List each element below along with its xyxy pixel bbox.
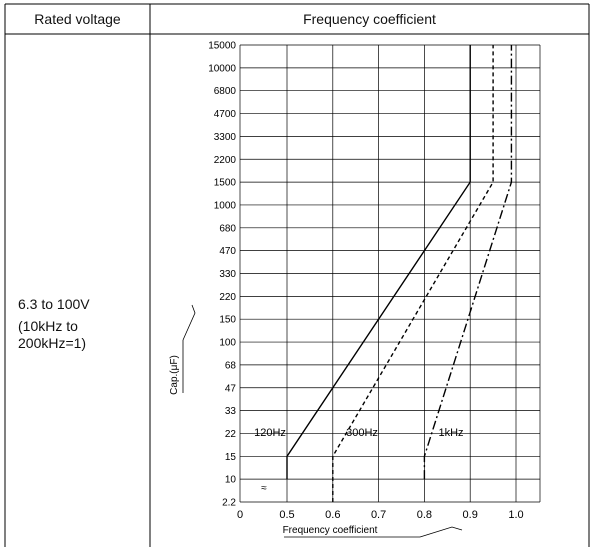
y-tick-label-10: 10: [225, 475, 237, 486]
rated-voltage-header: Rated voltage: [34, 11, 121, 27]
rated-voltage-note-line2: 200kHz=1): [18, 335, 87, 351]
y-tick-label-220: 220: [219, 292, 236, 303]
x-tick-label-0-8: 0.8: [417, 509, 432, 521]
y-tick-label-2200: 2200: [214, 155, 237, 166]
y-tick-label-47: 47: [225, 383, 237, 394]
series-label-1khz: 1kHz: [438, 427, 463, 439]
rated-voltage-note-line1: (10kHz to: [18, 318, 78, 334]
y-tick-label-15000: 15000: [208, 41, 236, 52]
x-axis-label: Frequency coefficient: [283, 525, 378, 536]
rated-voltage-value: 6.3 to 100V: [18, 296, 90, 312]
series-label-300hz: 300Hz: [346, 427, 378, 439]
y-tick-label-15: 15: [225, 452, 237, 463]
y-tick-label-2-2: 2.2: [222, 498, 236, 509]
x-tick-label-1-0: 1.0: [508, 509, 523, 521]
x-axis-label-marker: [419, 526, 463, 538]
x-tick-label-0: 0: [237, 509, 243, 521]
x-tick-label-0-7: 0.7: [371, 509, 386, 521]
y-tick-label-150: 150: [219, 315, 236, 326]
y-tick-label-470: 470: [219, 246, 236, 257]
x-tick-label-0-9: 0.9: [463, 509, 478, 521]
y-tick-label-1000: 1000: [214, 200, 237, 211]
frequency-coefficient-header: Frequency coefficient: [303, 11, 436, 27]
y-axis-label-marker: [182, 304, 196, 341]
y-tick-label-68: 68: [225, 360, 237, 371]
y-tick-label-1500: 1500: [214, 178, 237, 189]
y-tick-label-680: 680: [219, 223, 236, 234]
y-tick-label-330: 330: [219, 269, 236, 280]
y-tick-label-33: 33: [225, 406, 237, 417]
x-tick-label-0-5: 0.5: [279, 509, 294, 521]
y-axis-label: Cap.(μF): [169, 355, 180, 395]
y-tick-label-3300: 3300: [214, 132, 237, 143]
x-tick-label-0-6: 0.6: [325, 509, 340, 521]
series-label-120hz: 120Hz: [254, 427, 286, 439]
y-tick-label-6800: 6800: [214, 86, 237, 97]
y-tick-label-4700: 4700: [214, 109, 237, 120]
y-tick-label-100: 100: [219, 338, 236, 349]
y-tick-label-22: 22: [225, 429, 237, 440]
y-tick-label-10000: 10000: [208, 63, 236, 74]
x-axis-break-symbol: ≈: [261, 483, 267, 494]
series-line-300hz: [332, 45, 494, 502]
series-line-120hz: [286, 45, 471, 480]
series-line-1khz: [423, 45, 513, 480]
